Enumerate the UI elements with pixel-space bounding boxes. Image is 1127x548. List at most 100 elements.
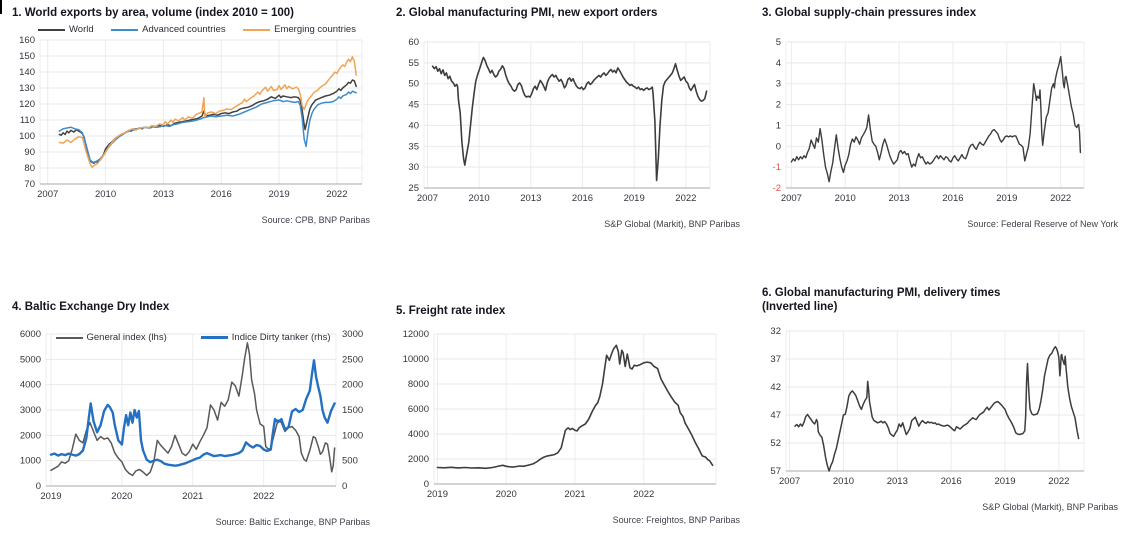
svg-text:8000: 8000 <box>408 379 429 390</box>
svg-text:3000: 3000 <box>20 405 41 416</box>
svg-text:80: 80 <box>24 163 35 174</box>
svg-text:2019: 2019 <box>427 489 448 500</box>
svg-text:3: 3 <box>776 79 781 90</box>
svg-text:2022: 2022 <box>1048 476 1069 487</box>
svg-text:55: 55 <box>408 58 419 69</box>
chart-title: 2. Global manufacturing PMI, new export … <box>396 7 658 19</box>
svg-text:5: 5 <box>776 37 781 48</box>
svg-text:2010: 2010 <box>835 193 856 204</box>
legend-item-label: World <box>69 24 94 36</box>
svg-text:2010: 2010 <box>95 189 116 200</box>
svg-text:2019: 2019 <box>40 491 61 502</box>
svg-text:1000: 1000 <box>20 456 41 467</box>
legend-item: Emerging countries <box>243 24 356 35</box>
svg-text:130: 130 <box>19 83 35 94</box>
svg-text:120: 120 <box>19 99 35 110</box>
svg-text:30: 30 <box>408 163 419 174</box>
svg-text:500: 500 <box>342 456 358 467</box>
legend-item: Advanced countries <box>111 24 226 36</box>
legend-line-swatch <box>111 28 139 31</box>
svg-text:0: 0 <box>424 479 429 490</box>
legend-item-label: Advanced countries <box>142 24 226 36</box>
svg-text:2019: 2019 <box>624 193 645 204</box>
svg-text:2022: 2022 <box>326 189 347 200</box>
svg-text:1: 1 <box>776 121 781 132</box>
svg-text:2007: 2007 <box>781 193 802 204</box>
svg-text:40: 40 <box>408 121 419 132</box>
panel-world-exports: 1. World exports by area, volume (index … <box>12 6 374 225</box>
page-corner-mark <box>0 0 2 14</box>
svg-text:4000: 4000 <box>408 429 429 440</box>
svg-text:2: 2 <box>776 100 781 111</box>
svg-text:0: 0 <box>36 481 41 492</box>
legend-item: World <box>38 24 94 35</box>
chart-legend: World Advanced countries Emerging countrie… <box>12 20 374 36</box>
svg-text:2019: 2019 <box>269 189 290 200</box>
source-note: Source: Baltic Exchange, BNP Paribas <box>215 517 370 528</box>
svg-text:5000: 5000 <box>20 355 41 366</box>
svg-text:2016: 2016 <box>572 193 593 204</box>
svg-text:45: 45 <box>408 100 419 111</box>
svg-text:-2: -2 <box>773 183 781 194</box>
legend-line-swatch <box>38 28 65 31</box>
svg-text:2000: 2000 <box>342 380 363 391</box>
svg-text:2007: 2007 <box>779 476 800 487</box>
svg-text:2007: 2007 <box>417 193 438 204</box>
svg-text:2013: 2013 <box>153 189 174 200</box>
panel-baltic-dry-index: 4. Baltic Exchange Dry Index 2019 2020 202… <box>12 300 374 527</box>
svg-text:52: 52 <box>770 438 781 449</box>
legend-line-swatch <box>55 336 83 339</box>
svg-text:2500: 2500 <box>342 355 363 366</box>
panel-pmi-delivery-times: 6. Global manufacturing PMI, delivery ti… <box>762 286 1122 512</box>
source-note: Source: Federal Reserve of New York <box>967 219 1118 230</box>
legend-item-label: General index (lhs) <box>86 332 167 344</box>
svg-text:1000: 1000 <box>342 431 363 442</box>
svg-text:2013: 2013 <box>520 193 541 204</box>
svg-text:0: 0 <box>342 481 347 492</box>
svg-text:2022: 2022 <box>633 489 654 500</box>
chart-title: 4. Baltic Exchange Dry Index <box>12 301 170 313</box>
svg-text:6000: 6000 <box>408 404 429 415</box>
svg-text:160: 160 <box>19 36 35 46</box>
svg-text:2010: 2010 <box>833 476 854 487</box>
line-chart-baltic-dry: 2019 2020 2021 2022010002000300040005000600… <box>20 329 363 502</box>
chart-title: 1. World exports by area, volume (index … <box>12 7 294 19</box>
svg-text:32: 32 <box>770 327 781 337</box>
svg-text:2019: 2019 <box>994 476 1015 487</box>
svg-text:4: 4 <box>776 58 781 69</box>
svg-text:140: 140 <box>19 67 35 78</box>
svg-text:2021: 2021 <box>182 491 203 502</box>
svg-text:70: 70 <box>24 179 35 190</box>
chart-subtitle: (Inverted line) <box>762 301 838 314</box>
svg-text:57: 57 <box>770 466 781 477</box>
line-chart-freight-rate: 2019 2020 2021 2022 0 2000 4000 6000 8000 10000 12… <box>403 329 717 500</box>
svg-text:2007: 2007 <box>37 189 58 200</box>
source-note: Source: Freightos, BNP Paribas <box>612 515 740 526</box>
svg-text:2022: 2022 <box>675 193 696 204</box>
line-chart-pmi-export-orders: 2007 2010 2013 2016 2019 2022 25 30 35 40 45 50 55 60 <box>408 37 711 204</box>
panel-supply-chain-pressures: 3. Global supply-chain pressures index 2… <box>762 6 1122 229</box>
svg-text:2013: 2013 <box>889 193 910 204</box>
source-note: S&P Global (Markit), BNP Paribas <box>982 501 1118 512</box>
chart-legend: General index (lhs) Indice Dirty tanker (… <box>52 332 334 343</box>
chart-title: 3. Global supply-chain pressures index <box>762 7 977 19</box>
svg-text:2022: 2022 <box>1050 193 1071 204</box>
svg-text:2016: 2016 <box>942 193 963 204</box>
svg-text:2020: 2020 <box>496 489 517 500</box>
line-chart-delivery-times: 2007 2010 2013 2016 2019 2022 32 37 42 47 52 57 <box>770 326 1085 487</box>
svg-text:2000: 2000 <box>20 431 41 442</box>
svg-text:1500: 1500 <box>342 405 363 416</box>
svg-text:100: 100 <box>19 131 35 142</box>
legend-line-swatch <box>243 28 271 31</box>
svg-text:2021: 2021 <box>564 489 585 500</box>
source-note: S&P Global (Markit), BNP Paribas <box>604 219 740 230</box>
svg-text:3000: 3000 <box>342 329 363 340</box>
legend-item: General index (lhs) <box>55 332 167 344</box>
svg-text:10000: 10000 <box>403 354 429 365</box>
svg-text:12000: 12000 <box>403 329 429 340</box>
chart-title: 6. Global manufacturing PMI, delivery ti… <box>762 287 1001 299</box>
legend-line-swatch <box>200 336 228 340</box>
svg-text:25: 25 <box>408 183 419 194</box>
svg-text:90: 90 <box>24 147 35 158</box>
